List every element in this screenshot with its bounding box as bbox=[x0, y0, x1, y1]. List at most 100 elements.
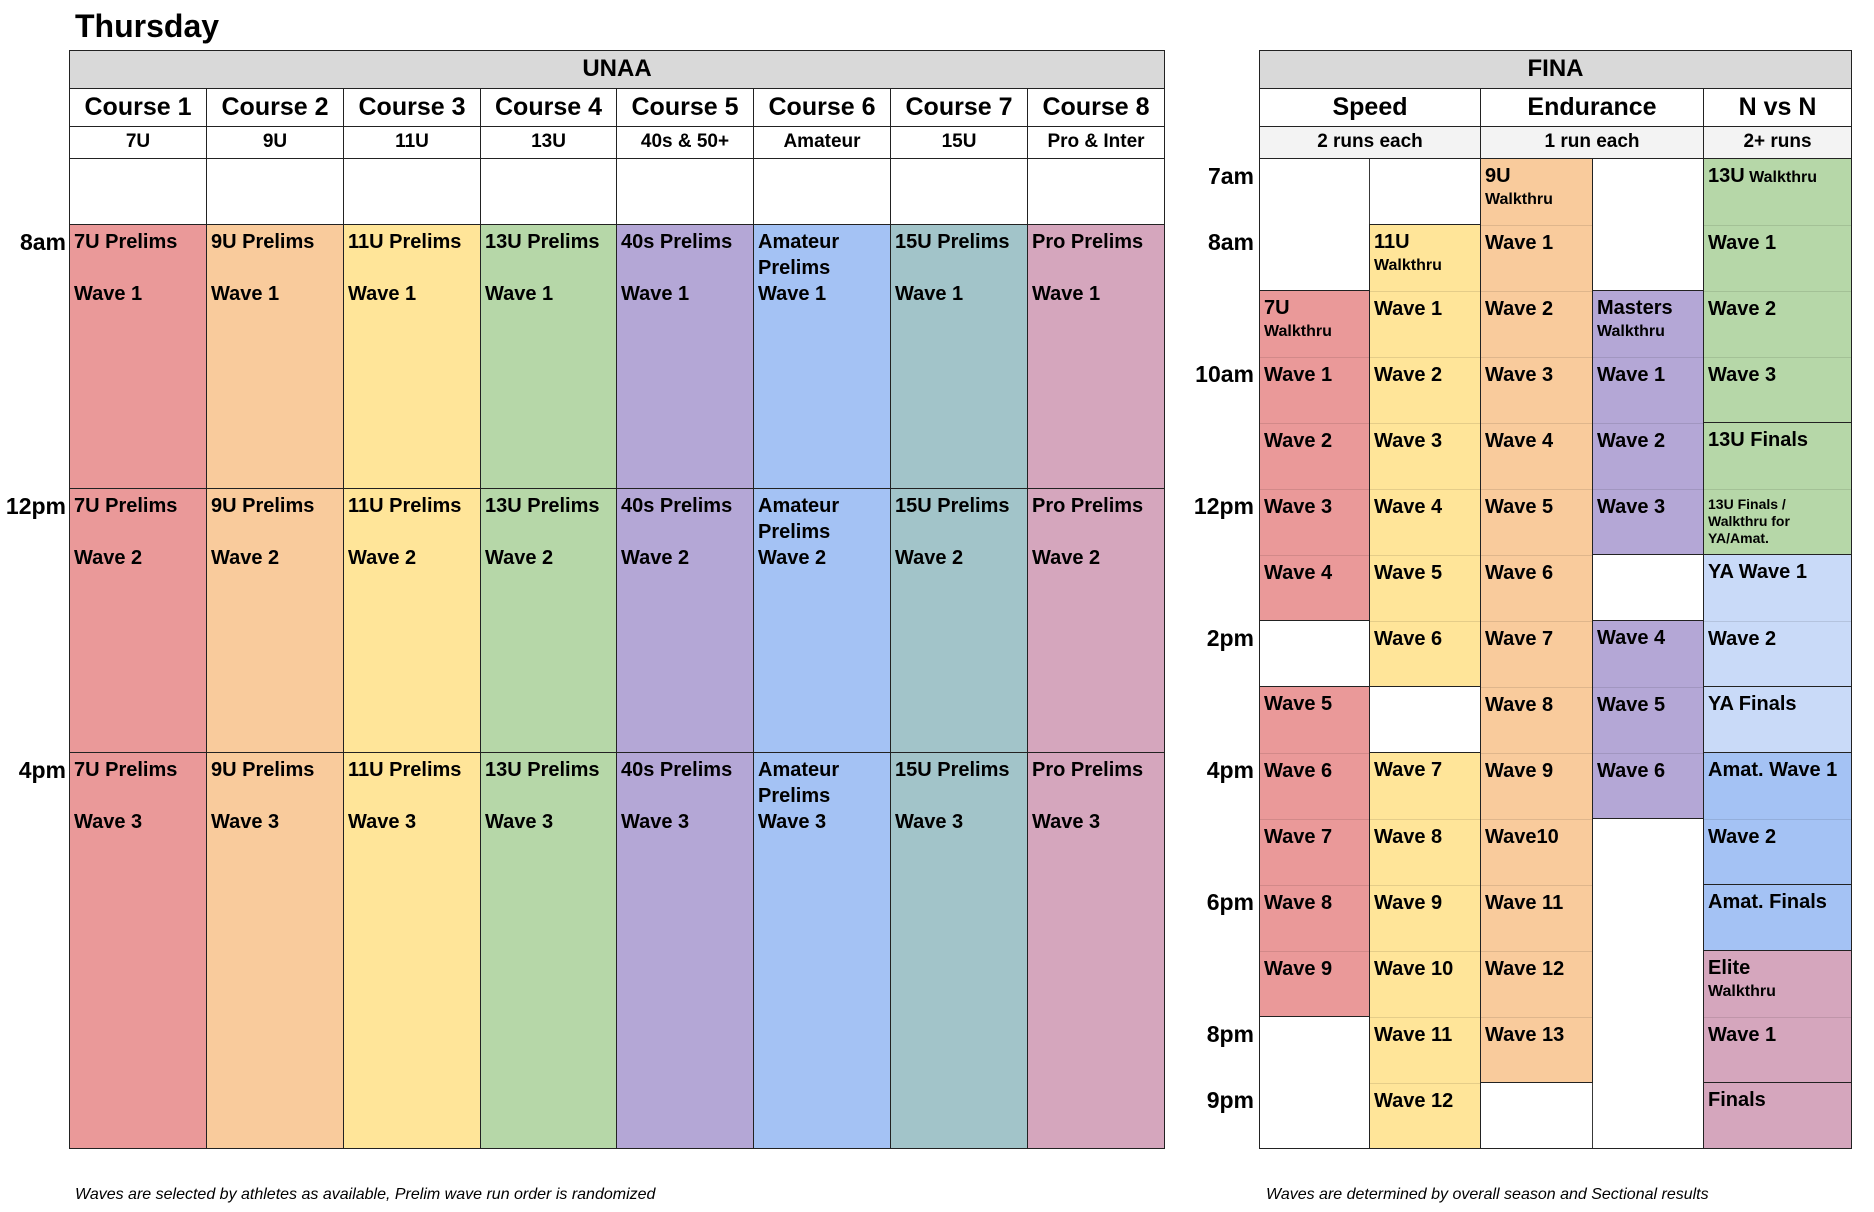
wave-slot[interactable]: Wave 5 bbox=[1260, 687, 1369, 753]
wave-slot[interactable]: Wave 9 bbox=[1370, 885, 1480, 951]
empty-slot bbox=[890, 158, 1028, 225]
schedule-block[interactable]: Pro Prelims Wave 2 bbox=[1027, 488, 1165, 753]
wave-label: Wave 3 bbox=[1708, 364, 1777, 386]
wave-slot[interactable]: Wave 2 bbox=[1593, 423, 1703, 489]
wave-slot[interactable]: Wave 10 bbox=[1370, 951, 1480, 1017]
wave-slot[interactable]: Wave 1 bbox=[1370, 291, 1480, 357]
schedule-block[interactable]: 15U Prelims Wave 1 bbox=[890, 224, 1028, 489]
wave-label: Wave 5 bbox=[1597, 694, 1666, 716]
wave-slot[interactable]: Wave 2 bbox=[1260, 423, 1369, 489]
schedule-block[interactable]: 15U Prelims Wave 2 bbox=[890, 488, 1028, 753]
wave-slot[interactable]: Wave 1 bbox=[1704, 225, 1851, 291]
wave-slot[interactable]: Wave 1 bbox=[1704, 1017, 1851, 1082]
wave-slot[interactable]: Wave 9 bbox=[1260, 951, 1369, 1016]
schedule-block[interactable]: Pro Prelims Wave 3 bbox=[1027, 752, 1165, 1149]
schedule-block[interactable]: 40s Prelims Wave 3 bbox=[616, 752, 754, 1149]
wave-slot[interactable]: Wave 2 bbox=[1704, 291, 1851, 357]
schedule-block[interactable]: 7U Prelims Wave 3 bbox=[69, 752, 207, 1149]
schedule-block[interactable]: 11U Prelims Wave 3 bbox=[343, 752, 481, 1149]
wave-slot[interactable]: Wave 5 bbox=[1370, 555, 1480, 621]
wave-slot[interactable]: Elite Walkthru bbox=[1704, 951, 1851, 1017]
schedule-block[interactable]: 11U Prelims Wave 2 bbox=[343, 488, 481, 753]
wave-slot[interactable]: Wave 2 bbox=[1481, 291, 1592, 357]
wave-slot[interactable]: Amat. Finals bbox=[1704, 885, 1851, 950]
wave-slot[interactable]: 13U Finals / Walkthru for YA/Amat. bbox=[1704, 489, 1851, 554]
wave-slot[interactable]: Wave 2 bbox=[1704, 621, 1851, 686]
block-wave: Wave 2 bbox=[211, 547, 280, 569]
wave-slot[interactable]: Wave 6 bbox=[1260, 753, 1369, 819]
wave-slot[interactable]: Wave 8 bbox=[1370, 819, 1480, 885]
wave-slot[interactable]: Wave 3 bbox=[1370, 423, 1480, 489]
schedule-block[interactable]: 9U Prelims Wave 1 bbox=[206, 224, 344, 489]
block-title: 15U Prelims bbox=[895, 231, 1010, 253]
wave-label: Wave 13 bbox=[1485, 1024, 1565, 1046]
wave-slot[interactable]: 7U Walkthru bbox=[1260, 291, 1369, 357]
schedule-block: 7U Walkthru Wave 1 Wave 2 Wave 3 Wave 4 bbox=[1259, 290, 1370, 621]
wave-slot[interactable]: Wave10 bbox=[1481, 819, 1592, 885]
wave-slot[interactable]: Wave 6 bbox=[1370, 621, 1480, 686]
block-wave: Wave 2 bbox=[348, 547, 417, 569]
schedule-block[interactable]: 13U Prelims Wave 3 bbox=[480, 752, 617, 1149]
schedule-block[interactable]: Amateur Prelims Wave 2 bbox=[753, 488, 891, 753]
wave-slot[interactable]: 9U Walkthru bbox=[1481, 159, 1592, 225]
wave-slot[interactable]: Wave 12 bbox=[1370, 1083, 1480, 1148]
wave-slot[interactable]: Wave 1 bbox=[1481, 225, 1592, 291]
wave-slot[interactable]: Wave 4 bbox=[1481, 423, 1592, 489]
wave-slot[interactable]: Wave 6 bbox=[1593, 753, 1703, 818]
wave-slot[interactable]: Wave 1 bbox=[1593, 357, 1703, 423]
time-label: 2pm bbox=[1206, 625, 1254, 651]
schedule-block[interactable]: 7U Prelims Wave 1 bbox=[69, 224, 207, 489]
schedule-block[interactable]: 40s Prelims Wave 1 bbox=[616, 224, 754, 489]
schedule-block[interactable]: 11U Prelims Wave 1 bbox=[343, 224, 481, 489]
wave-slot[interactable]: Wave 4 bbox=[1593, 621, 1703, 687]
wave-slot[interactable]: Wave 7 bbox=[1481, 621, 1592, 687]
wave-slot[interactable]: Wave 5 bbox=[1593, 687, 1703, 753]
wave-slot[interactable]: Wave 12 bbox=[1481, 951, 1592, 1017]
wave-slot[interactable]: Wave 5 bbox=[1481, 489, 1592, 555]
wave-label: Wave 1 bbox=[1708, 1024, 1777, 1046]
schedule-block[interactable]: Amateur Prelims Wave 1 bbox=[753, 224, 891, 489]
wave-slot[interactable]: Wave 4 bbox=[1370, 489, 1480, 555]
schedule-block[interactable]: 40s Prelims Wave 2 bbox=[616, 488, 754, 753]
wave-slot[interactable]: Wave 3 bbox=[1260, 489, 1369, 555]
wave-slot[interactable]: 11U Walkthru bbox=[1370, 225, 1480, 291]
wave-slot[interactable]: Wave 11 bbox=[1370, 1017, 1480, 1083]
schedule-block[interactable]: 9U Prelims Wave 2 bbox=[206, 488, 344, 753]
wave-slot[interactable]: Wave 8 bbox=[1260, 885, 1369, 951]
wave-slot[interactable]: Amat. Wave 1 bbox=[1704, 753, 1851, 819]
wave-slot[interactable]: Wave 1 bbox=[1260, 357, 1369, 423]
block-wave: Wave 1 bbox=[1032, 283, 1101, 305]
event-run-note: 2 runs each bbox=[1259, 126, 1481, 159]
wave-slot[interactable]: 13U Walkthru bbox=[1704, 159, 1851, 225]
wave-slot[interactable]: Wave 9 bbox=[1481, 753, 1592, 819]
wave-slot[interactable]: Masters Walkthru bbox=[1593, 291, 1703, 357]
time-label: 10am bbox=[1195, 361, 1254, 387]
wave-slot[interactable]: YA Wave 1 bbox=[1704, 555, 1851, 621]
schedule-block[interactable]: 9U Prelims Wave 3 bbox=[206, 752, 344, 1149]
wave-slot[interactable]: Wave 7 bbox=[1370, 753, 1480, 819]
schedule-block[interactable]: 13U Prelims Wave 2 bbox=[480, 488, 617, 753]
schedule-block[interactable]: 15U Prelims Wave 3 bbox=[890, 752, 1028, 1149]
wave-slot[interactable]: Wave 3 bbox=[1481, 357, 1592, 423]
schedule-block[interactable]: 13U Prelims Wave 1 bbox=[480, 224, 617, 489]
wave-slot[interactable]: Wave 11 bbox=[1481, 885, 1592, 951]
wave-slot[interactable]: Wave 13 bbox=[1481, 1017, 1592, 1082]
schedule-block[interactable]: 7U Prelims Wave 2 bbox=[69, 488, 207, 753]
wave-slot[interactable]: Wave 3 bbox=[1704, 357, 1851, 422]
schedule-block[interactable]: Pro Prelims Wave 1 bbox=[1027, 224, 1165, 489]
schedule-block[interactable]: Amateur Prelims Wave 3 bbox=[753, 752, 891, 1149]
wave-slot[interactable]: Wave 6 bbox=[1481, 555, 1592, 621]
wave-slot[interactable]: Wave 3 bbox=[1593, 489, 1703, 554]
block-title: 13U Prelims bbox=[485, 495, 600, 517]
wave-slot[interactable]: Wave 7 bbox=[1260, 819, 1369, 885]
wave-slot[interactable]: Wave 2 bbox=[1370, 357, 1480, 423]
wave-slot[interactable]: YA Finals bbox=[1704, 687, 1851, 752]
block-wave: Wave 3 bbox=[74, 811, 143, 833]
wave-slot[interactable]: Finals bbox=[1704, 1083, 1851, 1148]
wave-slot[interactable]: 13U Finals bbox=[1704, 423, 1851, 489]
block-wave: Wave 1 bbox=[211, 283, 280, 305]
wave-slot[interactable]: Wave 2 bbox=[1704, 819, 1851, 884]
wave-slot[interactable]: Wave 8 bbox=[1481, 687, 1592, 753]
wave-slot[interactable]: Wave 4 bbox=[1260, 555, 1369, 620]
time-label: 4pm bbox=[18, 757, 66, 783]
